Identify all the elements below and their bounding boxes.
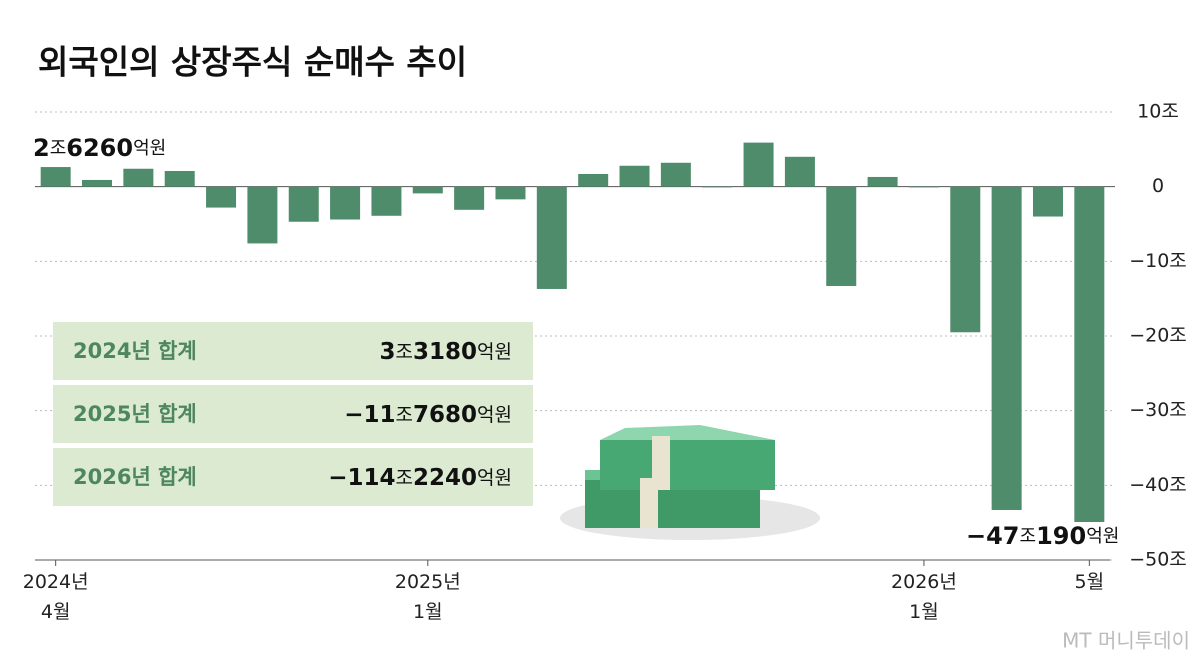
bar bbox=[867, 176, 898, 187]
x-tick-label: 2026년 1월 bbox=[891, 571, 957, 623]
summary-label: 2024년 합계 bbox=[73, 339, 197, 363]
bar bbox=[454, 186, 485, 210]
bar bbox=[826, 186, 857, 286]
bar bbox=[247, 186, 278, 244]
summary-box bbox=[53, 448, 533, 506]
bar bbox=[123, 168, 154, 187]
summary-value: 3조3180억원 bbox=[380, 339, 512, 365]
summary-box bbox=[53, 385, 533, 443]
bar bbox=[288, 186, 319, 222]
bar bbox=[991, 186, 1022, 510]
value-label: −47조190억원 bbox=[966, 522, 1119, 550]
y-tick-label: −20조 bbox=[1129, 325, 1187, 347]
value-label: 2조6260억원 bbox=[33, 134, 166, 162]
summary-label: 2025년 합계 bbox=[73, 402, 197, 426]
x-tick-label: 5월 bbox=[1074, 571, 1105, 593]
y-tick-label: −10조 bbox=[1129, 250, 1187, 272]
summary-label: 2026년 합계 bbox=[73, 465, 197, 489]
bar bbox=[495, 186, 526, 200]
bar bbox=[330, 186, 361, 220]
y-tick-label: 10조 bbox=[1137, 101, 1179, 123]
summary-box bbox=[53, 322, 533, 380]
bar bbox=[1032, 186, 1063, 217]
bar bbox=[702, 186, 733, 188]
bar bbox=[619, 165, 650, 187]
summary-value: −11조7680억원 bbox=[344, 402, 512, 428]
money-illustration bbox=[560, 425, 820, 540]
y-tick-label: 0 bbox=[1152, 175, 1164, 197]
bar bbox=[206, 186, 237, 208]
bar bbox=[950, 186, 981, 333]
bar bbox=[743, 142, 774, 187]
x-tick-label: 2025년 1월 bbox=[394, 571, 461, 623]
bar bbox=[82, 179, 113, 187]
y-tick-label: −50조 bbox=[1129, 549, 1187, 571]
label-bg bbox=[929, 522, 1120, 552]
bar bbox=[412, 186, 443, 194]
bar bbox=[578, 173, 609, 187]
watermark: MT 머니투데이 bbox=[1062, 629, 1190, 653]
summary-value: −114조2240억원 bbox=[328, 465, 512, 491]
chart-title: 외국인의 상장주식 순매수 추이 bbox=[38, 43, 467, 82]
bar bbox=[1074, 186, 1105, 538]
x-tick-label: 2024년 4월 bbox=[22, 571, 89, 623]
bar bbox=[660, 162, 691, 187]
bar bbox=[371, 186, 402, 216]
bar bbox=[164, 170, 195, 187]
y-tick-label: −30조 bbox=[1129, 399, 1187, 421]
bar bbox=[784, 156, 815, 187]
bar bbox=[908, 186, 939, 188]
bar bbox=[40, 167, 71, 187]
y-tick-label: −40조 bbox=[1129, 474, 1187, 496]
bar bbox=[536, 186, 567, 289]
